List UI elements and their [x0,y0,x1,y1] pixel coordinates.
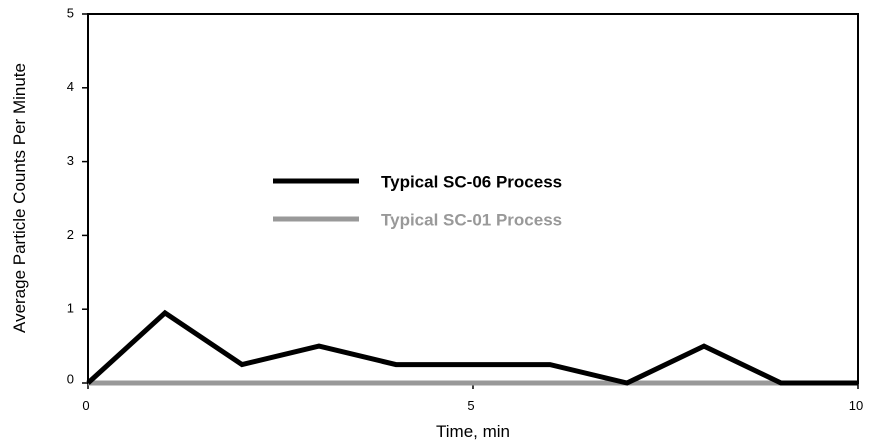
x-tick-label: 5 [467,398,474,413]
x-tick-label: 10 [849,398,863,413]
plot-frame [87,13,859,384]
x-axis-title: Time, min [436,422,510,441]
y-tick-label: 1 [67,301,74,316]
y-tick-label: 2 [67,227,74,242]
y-tick-label: 0 [67,371,74,386]
legend: Typical SC-06 Process Typical SC-01 Proc… [273,172,562,229]
series-layer [86,309,858,386]
y-tick-label: 5 [67,5,74,20]
legend-label-sc01: Typical SC-01 Process [381,210,562,229]
series-line-sc06 [86,309,858,386]
y-axis-title: Average Particle Counts Per Minute [10,63,29,333]
legend-label-sc06: Typical SC-06 Process [381,172,562,191]
y-axis-ticks: 0 1 2 3 4 5 [67,5,88,386]
x-tick-label: 0 [82,398,89,413]
y-tick-label: 3 [67,153,74,168]
y-tick-label: 4 [67,79,74,94]
x-axis-ticks: 0 5 10 [82,383,863,413]
